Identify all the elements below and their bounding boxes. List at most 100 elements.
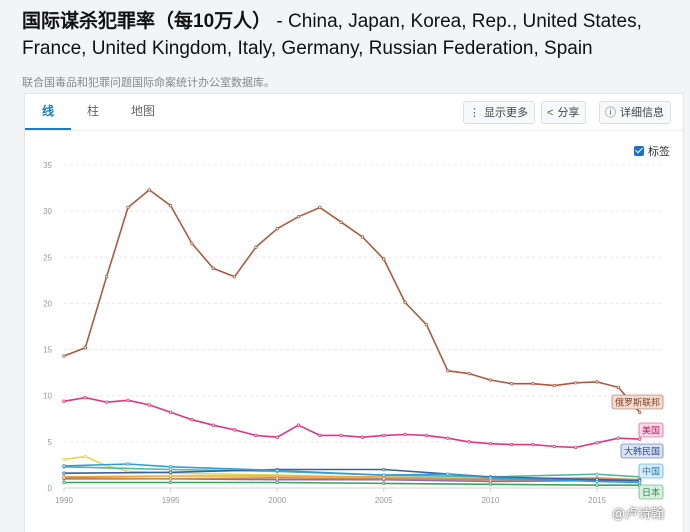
data-point [318, 433, 322, 438]
series-line [64, 481, 640, 487]
checkbox-icon[interactable] [634, 146, 644, 156]
data-point [275, 468, 279, 473]
data-point [339, 220, 343, 224]
data-point [83, 454, 88, 459]
data-point [147, 188, 151, 192]
data-point [190, 241, 194, 246]
data-point [403, 432, 407, 437]
data-point [104, 274, 109, 279]
data-point [275, 435, 279, 439]
data-point [232, 428, 237, 432]
x-tick-label: 1995 [162, 496, 180, 505]
data-point [595, 441, 599, 445]
data-point [168, 467, 173, 472]
data-point [211, 423, 215, 427]
y-tick-label: 30 [43, 207, 52, 216]
data-point [62, 476, 66, 480]
y-tick-label: 0 [48, 484, 53, 493]
data-point [510, 442, 514, 447]
data-point [62, 457, 66, 462]
data-point [211, 266, 215, 271]
data-source: 联合国毒品和犯罪问题国际命案统计办公室数据库。 [22, 77, 275, 89]
data-point [275, 480, 279, 485]
data-point [190, 418, 194, 422]
show-more-label: 显示更多 [484, 107, 528, 119]
data-point [488, 476, 493, 480]
data-point [275, 476, 279, 480]
data-point [446, 436, 450, 440]
data-point [616, 436, 621, 440]
watermark: @卢诗翰 [612, 506, 665, 521]
data-point [360, 235, 365, 239]
title-main: 国际谋杀犯罪率（每10万人） [22, 11, 272, 32]
labels-toggle[interactable]: 标签 [634, 143, 670, 159]
chart-panel: 线 柱 地图 ⋮ 显示更多 < 分享 ⓘ 详细信息 标签 0 5 10 15 20 25 30 35… [24, 93, 684, 532]
y-tick-label: 20 [43, 299, 52, 308]
share-button[interactable]: < 分享 [541, 101, 587, 124]
y-tick-label: 5 [48, 438, 53, 447]
data-point [296, 214, 301, 219]
data-point [275, 226, 279, 231]
data-point [360, 435, 365, 439]
data-point [126, 398, 130, 403]
data-point [467, 440, 471, 444]
data-point [254, 245, 258, 249]
share-label: 分享 [557, 107, 580, 119]
show-more-button[interactable]: ⋮ 显示更多 [463, 101, 535, 124]
line-chart: 0 5 10 15 20 25 30 35 1990 1995 2000 2005 2010 2015 俄罗… [43, 161, 664, 505]
data-point [467, 371, 471, 376]
data-point [574, 445, 578, 450]
data-point [83, 395, 88, 400]
data-point [488, 442, 493, 446]
tab-bar[interactable]: 柱 [86, 104, 99, 118]
data-point [62, 354, 66, 358]
data-point [552, 444, 557, 449]
series-line [63, 189, 641, 413]
data-point [254, 433, 258, 438]
share-icon: < [547, 107, 554, 119]
data-point [232, 274, 237, 279]
y-tick-label: 25 [43, 253, 52, 262]
data-point [168, 474, 173, 478]
data-point [83, 346, 88, 350]
x-tick-label: 2005 [375, 496, 393, 505]
series-label: 俄罗斯联邦 [615, 397, 660, 409]
data-point [595, 479, 599, 484]
data-point [382, 477, 386, 481]
y-tick-label: 15 [43, 346, 52, 355]
data-point [424, 322, 429, 327]
data-point [318, 205, 322, 210]
page-title: 国际谋杀犯罪率（每10万人） - China, Japan, Korea, Re… [22, 8, 682, 62]
series-label: 大韩民国 [624, 446, 660, 458]
data-point [595, 380, 599, 384]
series-label: 中国 [642, 466, 660, 478]
data-point [403, 300, 407, 305]
data-point [382, 257, 386, 261]
data-point [531, 442, 535, 447]
data-point [126, 462, 130, 466]
series-label-box [638, 484, 664, 500]
series-label-box [620, 443, 664, 459]
title-countries: - China, Japan, Korea, Rep., United Stat… [22, 11, 642, 59]
data-point [147, 403, 151, 407]
x-tick-label: 2010 [482, 496, 500, 505]
data-point [339, 433, 343, 438]
details-button[interactable]: ⓘ 详细信息 [599, 101, 671, 124]
series-line [63, 396, 640, 449]
data-point [424, 433, 429, 438]
data-point [637, 410, 642, 415]
tab-line[interactable]: 线 [25, 94, 71, 130]
labels-toggle-label: 标签 [648, 146, 670, 158]
data-point [446, 472, 450, 476]
series-label: 美国 [642, 425, 660, 437]
data-point [382, 481, 386, 486]
data-point [168, 410, 173, 415]
x-tick-label: 1990 [55, 496, 73, 505]
tab-map[interactable]: 地图 [130, 104, 155, 118]
data-point [616, 385, 621, 390]
data-point [168, 480, 173, 485]
data-point [488, 378, 493, 382]
data-point [168, 477, 173, 481]
y-tick-label: 35 [43, 161, 52, 170]
data-point [382, 433, 386, 438]
